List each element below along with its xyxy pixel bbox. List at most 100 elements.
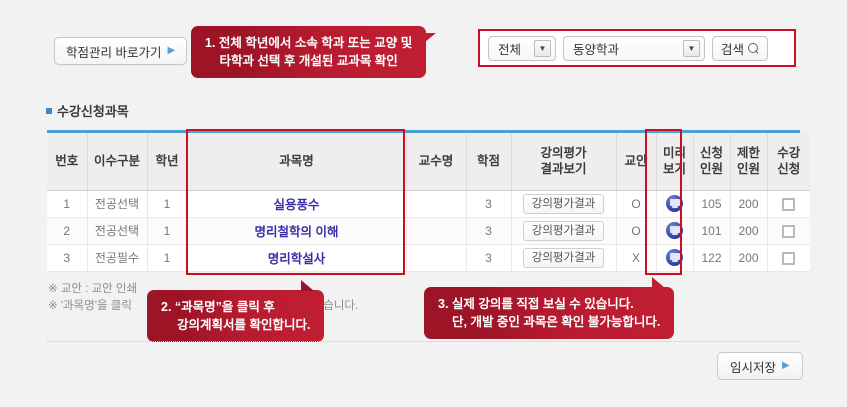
column-header-register-line2: 신청	[777, 162, 801, 177]
monitor-preview-icon[interactable]	[666, 222, 683, 239]
column-header-applied-line1: 신청	[699, 146, 723, 161]
column-header-applied-line2: 인원	[699, 162, 723, 177]
evaluation-result-button[interactable]: 강의평가결과	[522, 220, 605, 241]
cell-no: 3	[47, 244, 88, 272]
chevron-down-icon: ▼	[683, 39, 700, 57]
arrow-right-icon: ▶	[782, 360, 790, 371]
cell-professor	[406, 190, 467, 218]
evaluation-result-button[interactable]: 강의평가결과	[522, 193, 605, 214]
cell-subject-link[interactable]: 명리철학의 이해	[187, 217, 407, 245]
callout-step-2-line1: 2. “과목명”을 클릭 후	[161, 300, 275, 314]
cell-no: 1	[47, 190, 88, 218]
chevron-down-icon: ▼	[534, 39, 551, 57]
cell-preview	[656, 190, 694, 218]
cell-material: O	[616, 190, 657, 218]
evaluation-result-button[interactable]: 강의평가결과	[522, 247, 605, 268]
column-header-credit: 학점	[466, 133, 512, 191]
column-header-register: 수강 신청	[767, 133, 810, 191]
cell-material: O	[616, 217, 657, 245]
cell-preview	[656, 217, 694, 245]
column-header-limit: 제한 인원	[730, 133, 768, 191]
column-header-evaluation: 강의평가 결과보기	[511, 133, 617, 191]
cell-preview	[656, 244, 694, 272]
scope-select[interactable]: 전체 ▼	[488, 35, 556, 61]
search-button-label: 검색	[721, 42, 745, 57]
dotted-divider	[47, 341, 800, 342]
column-header-preview-line1: 미리	[662, 146, 686, 161]
course-table-body: 1 전공선택 1 실용풍수 3 강의평가결과 O 105 200	[47, 190, 810, 272]
monitor-preview-icon[interactable]	[666, 195, 683, 212]
cell-subject-link[interactable]: 실용풍수	[187, 190, 407, 218]
cell-applied: 105	[693, 190, 731, 218]
table-row: 2 전공선택 1 명리철학의 이해 3 강의평가결과 O 101 200	[47, 217, 810, 245]
column-header-applied: 신청 인원	[693, 133, 731, 191]
column-header-preview: 미리 보기	[656, 133, 694, 191]
cell-evaluation: 강의평가결과	[511, 190, 617, 218]
search-icon	[748, 42, 759, 54]
top-bar: 학점관리 바로가기 ▶ 전체 ▼ 동양학과 ▼ 검색 1. 전체 학년에서 소속…	[0, 0, 847, 86]
cell-type: 전공필수	[87, 244, 148, 272]
callout-step-1: 1. 전체 학년에서 소속 학과 또는 교양 및 타학과 선택 후 개설된 교과…	[191, 26, 437, 78]
column-header-register-line1: 수강	[777, 146, 801, 161]
square-bullet-icon	[46, 107, 52, 114]
credit-management-shortcut-button[interactable]: 학점관리 바로가기 ▶	[54, 37, 188, 65]
column-header-evaluation-line2: 결과보기	[540, 162, 587, 177]
column-header-no: 번호	[47, 133, 88, 191]
cell-credit: 3	[466, 217, 512, 245]
callout-step-3-line1: 3. 실제 강의를 직접 보실 수 있습니다.	[438, 297, 634, 311]
cell-credit: 3	[466, 190, 512, 218]
register-checkbox[interactable]	[782, 224, 796, 238]
cell-credit: 3	[466, 244, 512, 272]
column-header-subject: 과목명	[187, 133, 407, 191]
column-header-limit-line2: 인원	[736, 162, 760, 177]
register-checkbox[interactable]	[782, 251, 796, 265]
callout-step-1-line1: 1. 전체 학년에서 소속 학과 또는 교양 및	[205, 36, 413, 50]
cell-subject-link[interactable]: 명리학설사	[187, 244, 407, 272]
cell-grade: 1	[147, 190, 188, 218]
cell-type: 전공선택	[87, 217, 148, 245]
cell-material: X	[616, 244, 657, 272]
search-panel: 전체 ▼ 동양학과 ▼ 검색	[478, 29, 796, 67]
search-button[interactable]: 검색	[712, 35, 769, 61]
cell-limit: 200	[730, 217, 768, 245]
cell-register	[767, 217, 810, 245]
course-table-container: 번호 이수구분 학년 과목명 교수명 학점 강의평가 결과보기 교안 미리 보기…	[47, 130, 810, 272]
callout-step-3-line2: 단, 개발 중인 과목은 확인 불가능합니다.	[452, 315, 661, 329]
cell-applied: 101	[693, 217, 731, 245]
cell-evaluation: 강의평가결과	[511, 217, 617, 245]
footnote-line-1: ※ 교안 : 교안 인쇄	[48, 283, 138, 295]
column-header-professor: 교수명	[406, 133, 467, 191]
callout-step-1-line2: 타학과 선택 후 개설된 교과목 확인	[219, 54, 398, 68]
table-row: 3 전공필수 1 명리학설사 3 강의평가결과 X 122 200	[47, 244, 810, 272]
column-header-preview-line2: 보기	[662, 162, 686, 177]
cell-limit: 200	[730, 190, 768, 218]
monitor-preview-icon[interactable]	[666, 249, 683, 266]
column-header-material: 교안	[616, 133, 657, 191]
cell-register	[767, 244, 810, 272]
section-heading-label: 수강신청과목	[57, 104, 129, 119]
department-select[interactable]: 동양학과 ▼	[563, 35, 705, 61]
cell-register	[767, 190, 810, 218]
column-header-evaluation-line1: 강의평가	[540, 146, 587, 161]
cell-grade: 1	[147, 244, 188, 272]
column-header-limit-line1: 제한	[736, 146, 760, 161]
column-header-type: 이수구분	[87, 133, 148, 191]
table-row: 1 전공선택 1 실용풍수 3 강의평가결과 O 105 200	[47, 190, 810, 218]
footnote-line-2-head: ※ '과목명'을 클릭	[48, 300, 132, 312]
temporary-save-label: 임시저장	[730, 360, 777, 375]
table-header-row: 번호 이수구분 학년 과목명 교수명 학점 강의평가 결과보기 교안 미리 보기…	[47, 133, 810, 191]
cell-evaluation: 강의평가결과	[511, 244, 617, 272]
cell-no: 2	[47, 217, 88, 245]
cell-applied: 122	[693, 244, 731, 272]
callout-step-2: 2. “과목명”을 클릭 후 강의계획서를 확인합니다.	[147, 280, 325, 342]
callout-step-3: 3. 실제 강의를 직접 보실 수 있습니다. 단, 개발 중인 과목은 확인 …	[424, 277, 675, 339]
department-select-value: 동양학과	[573, 42, 620, 57]
register-checkbox[interactable]	[782, 197, 796, 211]
cell-grade: 1	[147, 217, 188, 245]
course-table: 번호 이수구분 학년 과목명 교수명 학점 강의평가 결과보기 교안 미리 보기…	[47, 133, 810, 272]
callout-step-2-line2: 강의계획서를 확인합니다.	[177, 318, 311, 332]
section-heading: 수강신청과목	[46, 101, 129, 120]
cell-professor	[406, 217, 467, 245]
temporary-save-button[interactable]: 임시저장 ▶	[717, 352, 803, 380]
arrow-right-icon: ▶	[167, 45, 176, 56]
